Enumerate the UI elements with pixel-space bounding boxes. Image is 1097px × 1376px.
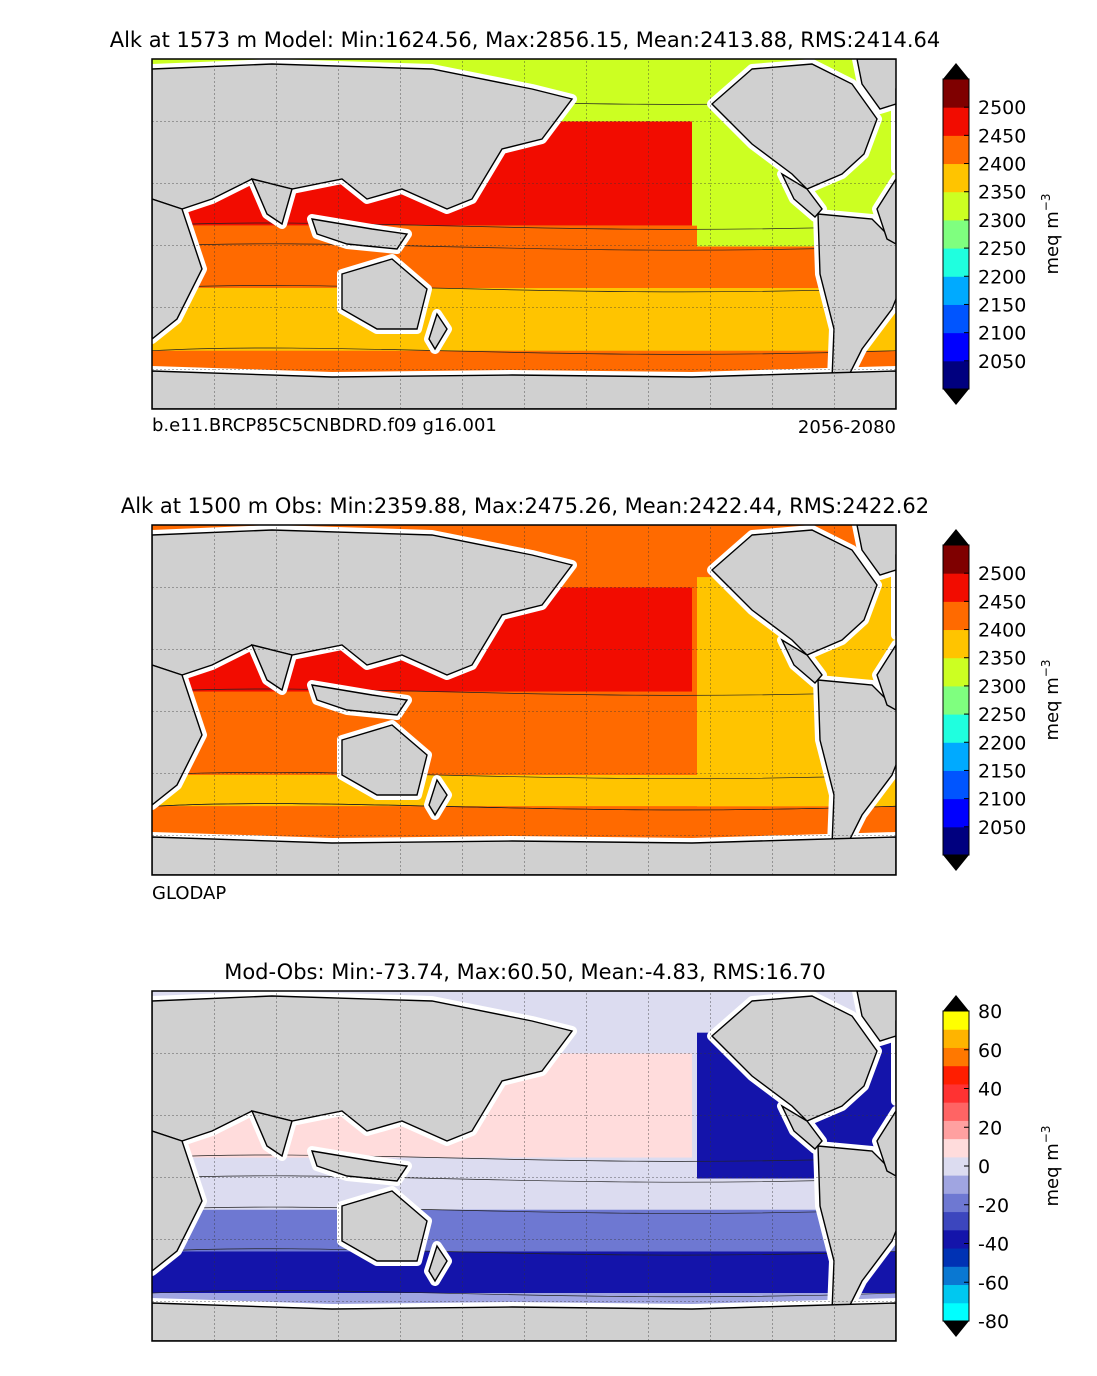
colorbar-segment [943,1284,969,1304]
panel2-map [151,524,897,876]
colorbar-segment [943,276,969,305]
colorbar-segment [943,191,969,221]
colorbar-tick-label: 2250 [978,704,1026,726]
colorbar-label: meq m−3 [1039,1126,1063,1207]
colorbar-segment [943,1156,969,1176]
colorbar-tick-label: 2100 [978,323,1026,345]
map-frame [151,524,897,876]
colorbar-segment [943,1047,969,1067]
colorbar-tick-label: 2400 [978,154,1026,176]
panel2-caption-left: GLODAP [152,883,226,904]
map-gridlines [152,59,896,409]
panel3-title: Mod-Obs: Min:-73.74, Max:60.50, Mean:-4.… [224,960,826,984]
colorbar-segment [943,1011,969,1030]
colorbar-tick-label: 2050 [978,817,1026,839]
colorbar-tick-label: 2500 [978,97,1026,119]
colorbar-segment [943,248,969,277]
colorbar-segment [943,1266,969,1286]
map-frame [151,58,897,410]
colorbar-tick-label: -20 [978,1195,1009,1217]
panel1-caption-left: b.e11.BRCP85C5CNBDRD.f09 g16.001 [152,415,497,436]
colorbar-tick-label: 2250 [978,238,1026,260]
colorbar-tick-label: 2100 [978,789,1026,811]
colorbar-tick-label: 2450 [978,125,1026,147]
colorbar-label: meq m−3 [1039,660,1063,741]
map-frame [151,990,897,1342]
colorbar-tick-label: -40 [978,1234,1009,1256]
colorbar-tick-label: 2400 [978,620,1026,642]
colorbar-tick-label: 2200 [978,732,1026,754]
colorbar-segment [943,1193,969,1213]
colorbar-segment [943,742,969,771]
panel3-map [151,990,897,1342]
colorbar-segment [943,304,969,334]
colorbar-segment [943,360,969,390]
colorbar-segment [943,573,969,602]
colorbar-tick-label: 2150 [978,294,1026,316]
panel2-title: Alk at 1500 m Obs: Min:2359.88, Max:2475… [121,494,929,518]
panel1-title: Alk at 1573 m Model: Min:1624.56, Max:28… [110,28,941,52]
colorbar-tick-label: 2200 [978,266,1026,288]
colorbar-tick-label: 2050 [978,351,1026,373]
map-gridlines [152,525,896,875]
colorbar-under-triangle [943,1321,969,1337]
colorbar-tick-label: 20 [978,1117,1002,1139]
colorbar-segment [943,1138,969,1158]
colorbar-segment [943,1083,969,1103]
colorbar-segment [943,1065,969,1085]
colorbar-segment [943,770,969,800]
colorbar-tick-label: 2500 [978,563,1026,585]
colorbar-segment [943,629,969,659]
colorbar-tick-label: 80 [978,1001,1002,1023]
colorbar-segment [943,135,969,165]
colorbar-over-triangle [943,995,969,1011]
panel1-caption-right: 2056-2080 [798,417,896,438]
colorbar-segment [943,1120,969,1140]
colorbar-tick-label: 0 [978,1156,990,1178]
panel1-colorbar: 2050 2100 2150 2200 2250 2300 2350 2400 2450 2500… [942,63,1063,405]
panel2-colorbar: 2050 2100 2150 2200 2250 2300 2350 2400 2450 2500… [942,529,1063,871]
colorbar-segment [943,826,969,856]
colorbar-segment [943,1029,969,1048]
colorbar-over-triangle [943,63,969,79]
colorbar-under-triangle [943,389,969,405]
colorbar-segment [943,107,969,136]
colorbar-over-triangle [943,529,969,545]
colorbar-label: meq m−3 [1039,194,1063,275]
colorbar-segment [943,1229,969,1249]
colorbar-segment [943,601,969,631]
colorbar-segment [943,332,969,362]
colorbar-segment [943,657,969,687]
colorbar-tick-label: 2350 [978,182,1026,204]
colorbar-segment [943,163,969,193]
colorbar-segment [943,685,969,715]
colorbar-tick-label: 2350 [978,648,1026,670]
panel1-map [151,58,897,410]
colorbar-tick-label: 2450 [978,591,1026,613]
panel3-colorbar: -80 -60 -40 -20 0 20 40 60 80 meq m−3 [942,995,1063,1337]
colorbar-segment [943,79,969,108]
colorbar-segment [943,1248,969,1267]
colorbar-segment [943,545,969,574]
colorbar-tick-label: 2300 [978,676,1026,698]
colorbar-tick-label: 40 [978,1079,1002,1101]
colorbar-segment [943,714,969,743]
colorbar-segment [943,1102,969,1121]
colorbar-tick-label: 60 [978,1040,1002,1062]
colorbar-segment [943,1302,969,1322]
colorbar-segment [943,1211,969,1231]
colorbar-segment [943,798,969,828]
colorbar-tick-label: -60 [978,1272,1009,1294]
colorbar-tick-label: -80 [978,1311,1009,1333]
colorbar-tick-label: 2150 [978,760,1026,782]
colorbar-segment [943,1175,969,1194]
colorbar-segment [943,219,969,249]
colorbar-tick-label: 2300 [978,210,1026,232]
colorbar-under-triangle [943,855,969,871]
map-gridlines [152,991,896,1341]
